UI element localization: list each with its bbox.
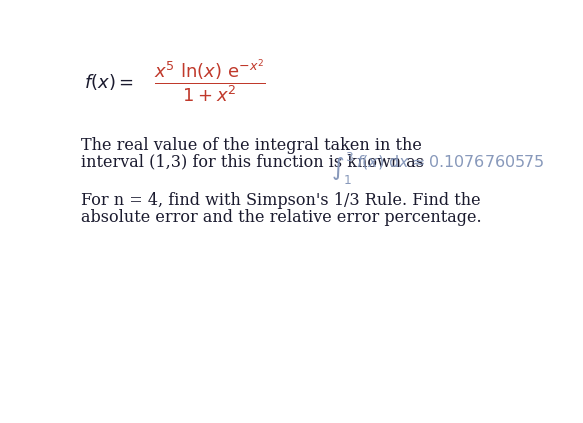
Text: interval (1,3) for this function is known as: interval (1,3) for this function is know…: [81, 154, 424, 170]
Text: absolute error and the relative error percentage.: absolute error and the relative error pe…: [81, 209, 482, 226]
Text: For n = 4, find with Simpson's 1/3 Rule. Find the: For n = 4, find with Simpson's 1/3 Rule.…: [81, 192, 480, 209]
Text: The real value of the integral taken in the: The real value of the integral taken in …: [81, 137, 422, 154]
Text: $\int_1^3$: $\int_1^3$: [331, 151, 355, 187]
Text: $f(x) =$: $f(x) =$: [84, 72, 134, 92]
Text: $\dfrac{x^5\ \ln(x)\ \mathrm{e}^{-x^2}}{1 + x^2}$: $\dfrac{x^5\ \ln(x)\ \mathrm{e}^{-x^2}}{…: [154, 58, 266, 105]
Text: $f(x)\ \mathrm{d}x \approx 0.1076760575$: $f(x)\ \mathrm{d}x \approx 0.1076760575$: [356, 154, 545, 171]
